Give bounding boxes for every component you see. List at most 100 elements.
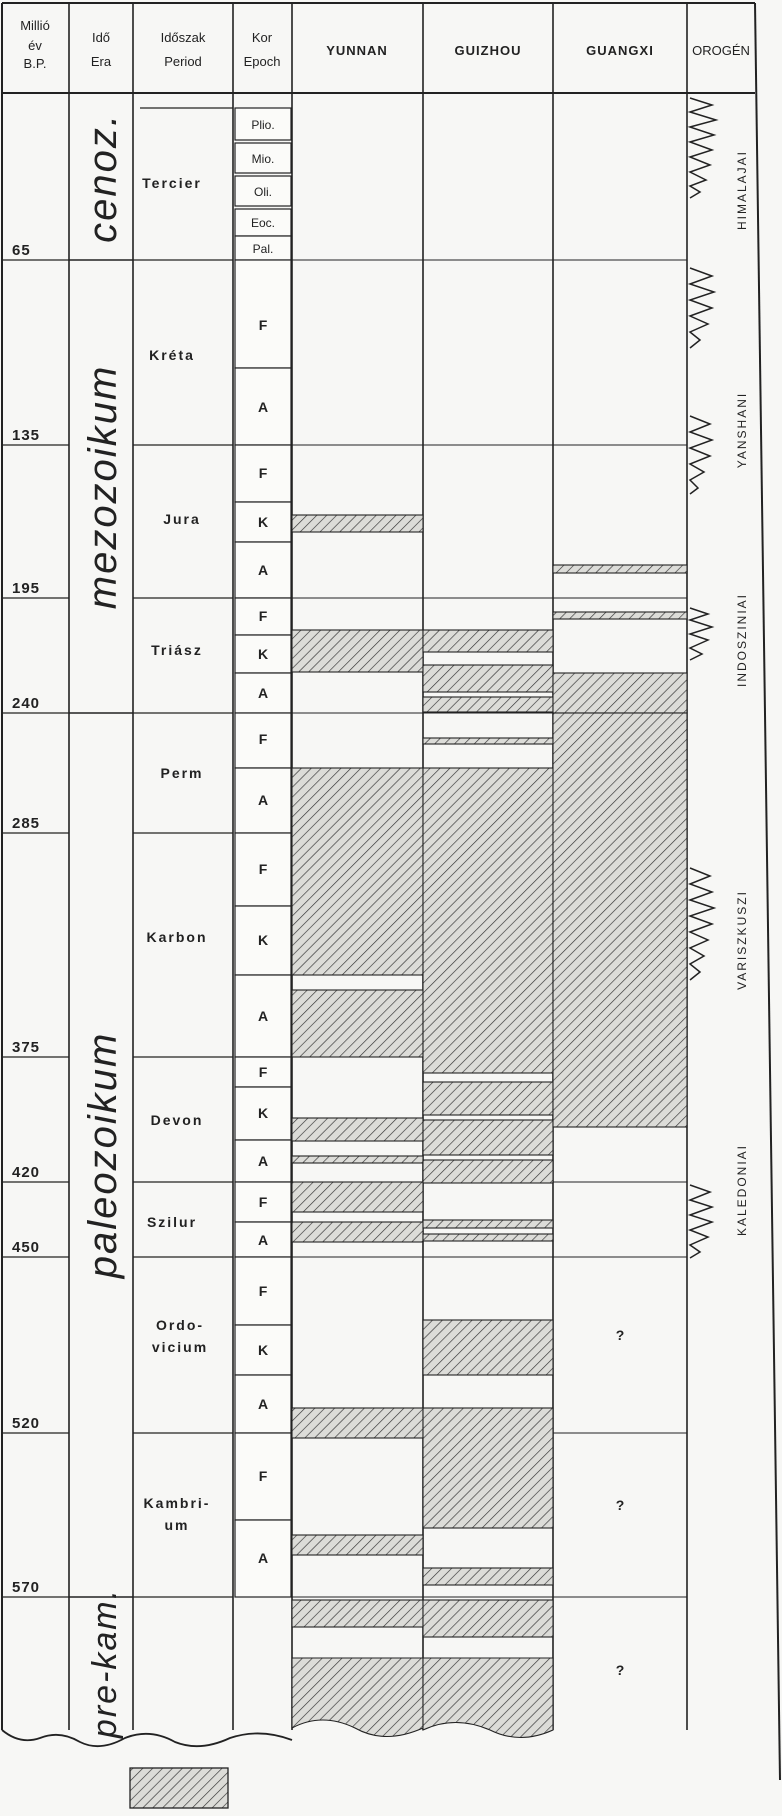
unknown-mark: ? xyxy=(616,1662,625,1678)
stratum xyxy=(422,737,554,745)
epoch-label: Eoc. xyxy=(251,216,275,230)
age-label: 520 xyxy=(12,1415,40,1432)
age-label: 195 xyxy=(12,580,40,597)
period-karbon: Karbon xyxy=(147,929,208,945)
stratum xyxy=(291,767,424,976)
epoch-label: Plio. xyxy=(251,118,274,132)
header-epoch-line1: Kor xyxy=(252,30,273,45)
epoch-label: F xyxy=(259,608,268,624)
orogen-yanshani: YANSHANI xyxy=(735,392,749,468)
stratum xyxy=(291,1599,424,1628)
epoch-label: Pal. xyxy=(253,242,274,256)
stratum xyxy=(422,1319,554,1376)
era-cenozoic: cenoz. xyxy=(81,113,125,243)
period-boundaries xyxy=(133,259,233,1598)
stratum xyxy=(422,696,554,713)
bottom-wavy-edge xyxy=(1,1729,293,1748)
epoch-labels: Plio. Mio. Oli. Eoc. Pal. F A F K A F K … xyxy=(251,118,275,1566)
stratum xyxy=(291,1657,424,1737)
epoch-label: A xyxy=(258,1008,268,1024)
strata-guizhou xyxy=(422,629,554,1738)
orogen-variszkuszi: VARISZKUSZI xyxy=(735,890,749,990)
stratum xyxy=(422,1233,554,1242)
header-age-line1: Millió xyxy=(20,18,50,33)
period-jura: Jura xyxy=(163,511,201,527)
orogeny-mark xyxy=(687,97,719,199)
legend-hatch-swatch xyxy=(129,1767,229,1809)
age-label: 420 xyxy=(12,1164,40,1181)
unknown-mark: ? xyxy=(616,1327,625,1343)
orogen-himalajai: HIMALAJAI xyxy=(735,150,749,230)
era-paleozoic: paleozoikum xyxy=(81,1032,125,1280)
header-yunnan: YUNNAN xyxy=(326,43,388,58)
epoch-label: A xyxy=(258,1153,268,1169)
header-age-line3: B.P. xyxy=(24,56,47,71)
epoch-label: F xyxy=(259,465,268,481)
stratum xyxy=(552,564,688,574)
age-label: 285 xyxy=(12,815,40,832)
period-tercier: Tercier xyxy=(142,175,202,191)
stratum xyxy=(291,629,424,673)
epoch-label: F xyxy=(259,1194,268,1210)
header-guizhou: GUIZHOU xyxy=(455,43,522,58)
stratum xyxy=(291,989,424,1058)
period-szilur: Szilur xyxy=(147,1214,197,1230)
period-kreta: Kréta xyxy=(149,347,195,363)
orogeny-mark xyxy=(687,867,717,981)
age-boundaries xyxy=(2,259,69,1598)
header-period-line1: Időszak xyxy=(161,30,206,45)
epoch-boxes xyxy=(234,107,292,1598)
stratum xyxy=(552,611,688,620)
period-devon: Devon xyxy=(151,1112,204,1128)
age-label: 450 xyxy=(12,1239,40,1256)
stratum xyxy=(422,767,554,1074)
period-triasz: Triász xyxy=(151,642,203,658)
period-labels: Tercier Kréta Jura Triász Perm Karbon De… xyxy=(142,175,208,1533)
epoch-label: A xyxy=(258,1550,268,1566)
stratum xyxy=(422,1567,554,1586)
orogen-kaledoniai: KALEDONIAI xyxy=(735,1144,749,1236)
header-row: Millió év B.P. Idő Era Időszak Period Ko… xyxy=(20,18,750,71)
era-column xyxy=(69,259,133,1598)
orogen-indosziniai: INDOSZINIAI xyxy=(735,593,749,687)
age-label: 240 xyxy=(12,695,40,712)
stratum xyxy=(552,672,688,714)
age-label: 135 xyxy=(12,427,40,444)
orogen-labels: HIMALAJAI YANSHANI INDOSZINIAI VARISZKUS… xyxy=(735,150,749,1236)
epoch-label: F xyxy=(259,731,268,747)
orogeny-mark xyxy=(687,607,715,661)
epoch-label: A xyxy=(258,562,268,578)
stratum xyxy=(422,1081,554,1116)
age-labels: 65 135 195 240 285 375 420 450 520 570 xyxy=(12,242,40,1596)
epoch-label: F xyxy=(259,1064,268,1080)
epoch-label: A xyxy=(258,685,268,701)
epoch-label: F xyxy=(259,861,268,877)
stratum xyxy=(291,514,424,533)
period-perm: Perm xyxy=(160,765,203,781)
header-age-line2: év xyxy=(28,38,42,53)
stratum xyxy=(422,1599,554,1638)
period-kambrium-line2: um xyxy=(165,1517,190,1533)
epoch-label: K xyxy=(258,646,268,662)
header-orogen: OROGÉN xyxy=(692,43,750,58)
era-precambrian: pre-kam. xyxy=(86,1588,124,1739)
stratum xyxy=(291,1181,424,1213)
period-ordovicium-line1: Ordo- xyxy=(156,1317,204,1333)
epoch-label: A xyxy=(258,399,268,415)
epoch-label: K xyxy=(258,1342,268,1358)
epoch-label: K xyxy=(258,932,268,948)
table-frame xyxy=(1,2,781,1781)
stratum xyxy=(422,664,554,693)
epoch-label: F xyxy=(259,317,268,333)
epoch-label: A xyxy=(258,792,268,808)
stratum xyxy=(422,629,554,653)
epoch-label: Mio. xyxy=(252,152,275,166)
stratum xyxy=(422,1159,554,1184)
strata-yunnan xyxy=(291,514,424,1737)
stratum xyxy=(422,1407,554,1529)
orogeny-mark xyxy=(687,267,717,349)
header-epoch-line2: Epoch xyxy=(244,54,281,69)
unknown-mark: ? xyxy=(616,1497,625,1513)
header-era-line1: Idő xyxy=(92,30,110,45)
